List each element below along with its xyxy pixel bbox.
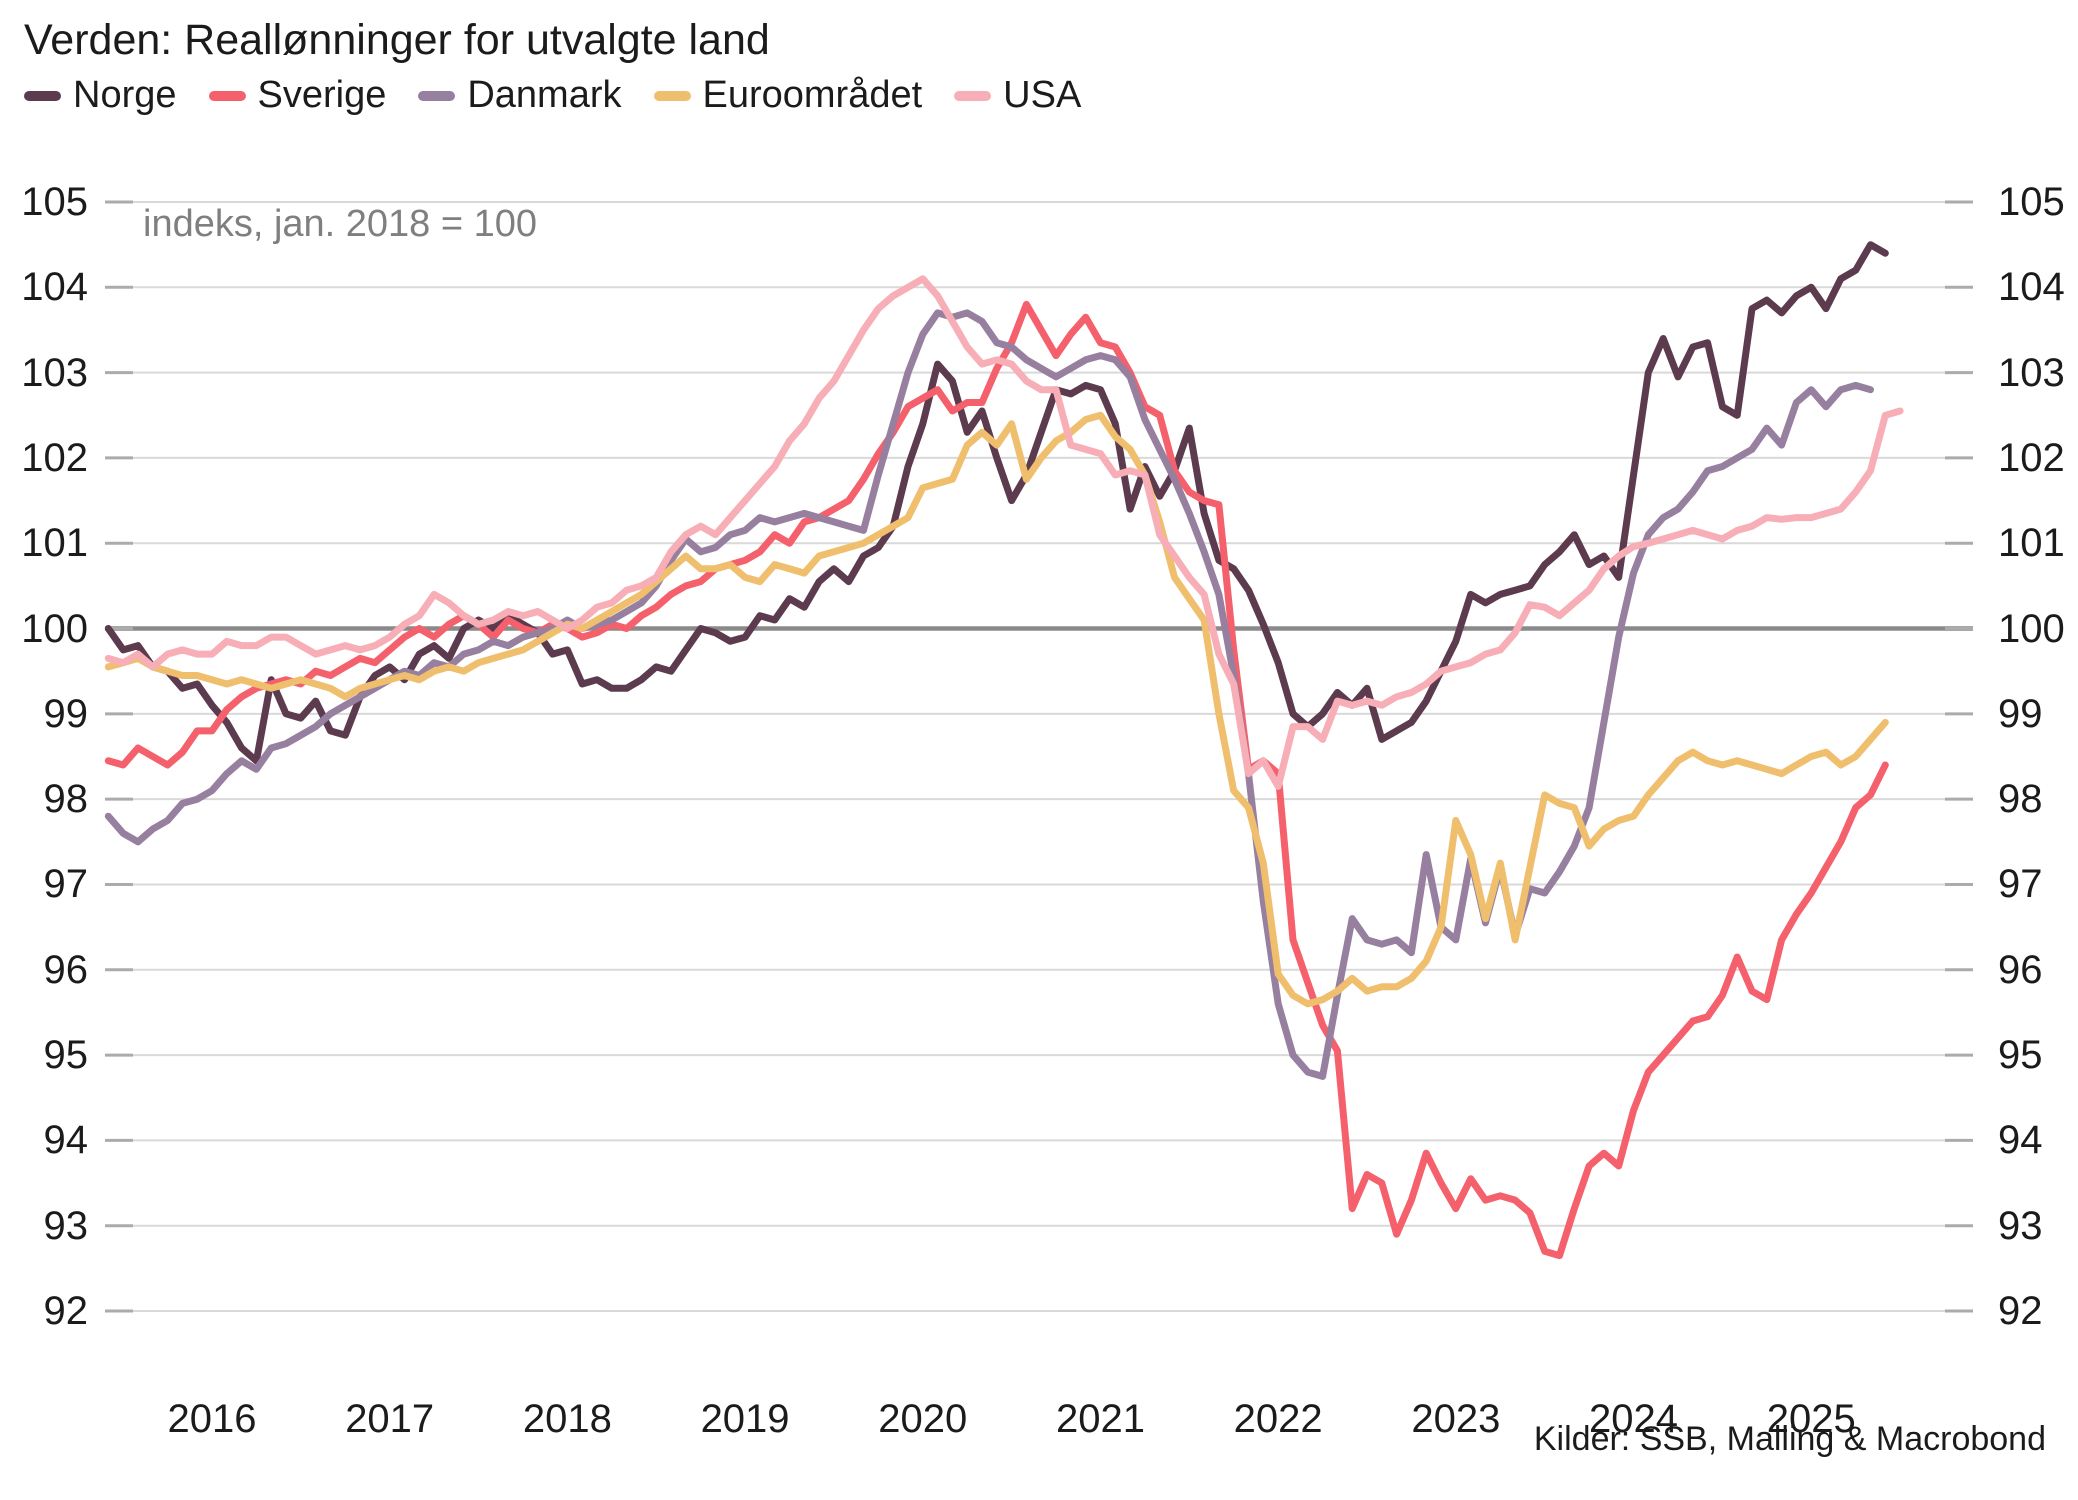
legend-label: Danmark bbox=[467, 74, 622, 116]
y-axis-label-left: 93 bbox=[43, 1203, 89, 1248]
y-axis-label-right: 101 bbox=[1998, 521, 2065, 566]
y-axis-label-right: 97 bbox=[1998, 862, 2043, 907]
legend-item-norge: Norge bbox=[24, 74, 177, 117]
year-label: 2017 bbox=[345, 1397, 435, 1441]
legend-label: Sverige bbox=[257, 74, 387, 116]
color-swatch bbox=[208, 90, 246, 101]
y-axis-label-right: 103 bbox=[1998, 350, 2065, 395]
source-credit: Kilder: SSB, Malling & Macrobond bbox=[1533, 1420, 2046, 1458]
color-swatch bbox=[653, 90, 691, 101]
y-axis-label-right: 94 bbox=[1998, 1118, 2043, 1163]
y-axis-label-left: 104 bbox=[21, 265, 88, 310]
year-label: 2018 bbox=[522, 1397, 612, 1441]
series-line-sverige bbox=[104, 300, 1889, 1260]
color-swatch bbox=[954, 90, 992, 101]
y-axis-label-left: 102 bbox=[21, 435, 88, 480]
legend: Norge Sverige Danmark Euroområdet USA bbox=[24, 74, 1081, 117]
series-line-usa bbox=[104, 275, 1904, 790]
year-label: 2019 bbox=[700, 1397, 790, 1441]
year-label: 2023 bbox=[1411, 1397, 1501, 1441]
series-line-norge bbox=[104, 241, 1889, 765]
y-axis-label-left: 101 bbox=[21, 521, 88, 566]
legend-item-danmark: Danmark bbox=[418, 74, 622, 117]
y-axis-label-left: 94 bbox=[43, 1118, 89, 1163]
y-axis-label-left: 98 bbox=[43, 777, 89, 822]
y-axis-label-right: 100 bbox=[1998, 606, 2065, 651]
y-axis-label-left: 105 bbox=[21, 180, 88, 224]
year-label: 2020 bbox=[878, 1397, 968, 1441]
y-axis-label-right: 105 bbox=[1998, 180, 2065, 224]
year-label: 2016 bbox=[167, 1397, 257, 1441]
legend-item-sverige: Sverige bbox=[208, 74, 387, 117]
year-label: 2022 bbox=[1233, 1397, 1323, 1441]
y-axis-label-left: 103 bbox=[21, 350, 88, 395]
legend-label: Euroområdet bbox=[702, 74, 923, 116]
legend-label: USA bbox=[1003, 74, 1082, 116]
y-axis-label-right: 102 bbox=[1998, 435, 2065, 480]
legend-item-usa: USA bbox=[954, 74, 1081, 117]
y-axis-label-left: 99 bbox=[43, 691, 89, 736]
annotation-index-note: indeks, jan. 2018 = 100 bbox=[143, 203, 538, 245]
y-axis-label-right: 104 bbox=[1998, 265, 2065, 310]
y-axis-label-right: 95 bbox=[1998, 1033, 2043, 1078]
y-axis-label-left: 92 bbox=[43, 1289, 89, 1333]
y-axis-label-right: 99 bbox=[1998, 691, 2043, 736]
page-title: Verden: Reallønninger for utvalgte land bbox=[24, 16, 770, 64]
series-line-euroomrdet bbox=[104, 411, 1889, 1008]
y-axis-label-right: 93 bbox=[1998, 1203, 2043, 1248]
y-axis-label-left: 100 bbox=[21, 606, 88, 651]
y-axis-label-right: 96 bbox=[1998, 947, 2043, 992]
y-axis-label-left: 95 bbox=[43, 1033, 89, 1078]
y-axis-label-right: 98 bbox=[1998, 777, 2043, 822]
legend-label: Norge bbox=[73, 74, 177, 116]
y-axis-label-right: 92 bbox=[1998, 1289, 2043, 1333]
year-label: 2025 bbox=[1766, 1397, 1856, 1441]
y-axis-label-left: 96 bbox=[43, 947, 89, 992]
y-axis-label-left: 97 bbox=[43, 862, 89, 907]
year-label: 2021 bbox=[1055, 1397, 1145, 1441]
color-swatch bbox=[418, 90, 456, 101]
color-swatch bbox=[24, 90, 61, 101]
year-label: 2024 bbox=[1589, 1397, 1679, 1441]
legend-item-euroomrdet: Euroområdet bbox=[653, 74, 923, 117]
